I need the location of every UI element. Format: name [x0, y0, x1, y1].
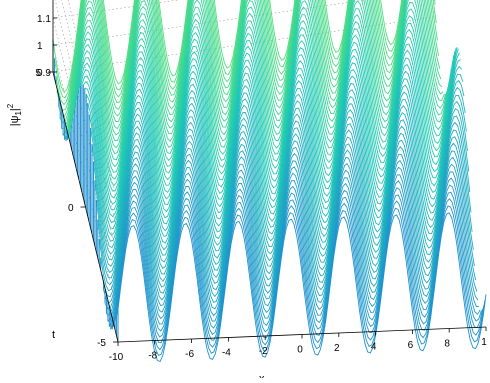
z-tick-label: 0.9 [37, 68, 51, 79]
z-axis-label: |ψ1|2 [6, 103, 23, 126]
surface-line [68, 0, 448, 155]
x-tick-label: 2 [334, 343, 340, 354]
x-tick-label: 1 [481, 337, 487, 348]
surface-line [100, 129, 473, 292]
surface-line [53, 0, 436, 99]
surface-line [72, 2, 451, 174]
surface-line [110, 177, 481, 332]
x-tick-label: 8 [444, 339, 450, 350]
z-tick-label: 1 [37, 41, 43, 52]
x-tick-label: -4 [222, 348, 231, 359]
x-tick-label: -8 [148, 351, 157, 362]
surface-line [85, 59, 461, 230]
surface-line [69, 0, 449, 161]
surface-line [98, 121, 472, 286]
surface-line [106, 156, 478, 316]
t-tick-label: 5 [35, 68, 41, 79]
surface-line [111, 184, 482, 338]
z-tick-label: 1.1 [37, 14, 51, 25]
surface-line [108, 171, 480, 327]
surface-line [91, 86, 466, 255]
surface-line [90, 79, 465, 249]
grid-line [52, 0, 180, 19]
surface-line [55, 0, 437, 106]
t-axis-label: t [52, 329, 55, 341]
surface-line [88, 73, 464, 242]
surface-line [65, 0, 445, 142]
t-tick-label: -5 [97, 338, 106, 349]
surface-line [74, 8, 452, 180]
x-tick-label: -10 [109, 352, 124, 363]
x-tick-label: -2 [259, 346, 268, 357]
surface-line [71, 0, 450, 168]
x-tick-label: 0 [297, 345, 303, 356]
surface-line [75, 15, 453, 187]
x-axis-label: x [259, 373, 265, 378]
surface-line [59, 0, 441, 124]
surface-line [114, 197, 485, 351]
surface-line [52, 0, 403, 93]
x-tick-label: 4 [371, 342, 377, 353]
surface-line [107, 163, 479, 322]
surface-line [56, 0, 438, 111]
surface-line [101, 136, 474, 298]
surface-line [62, 0, 443, 136]
surface-line [77, 22, 455, 192]
surface-line [116, 205, 486, 357]
surface-line [58, 0, 440, 118]
surface-line [64, 0, 444, 140]
grid-line [52, 44, 119, 316]
surface-line [87, 65, 463, 237]
x-tick-label: -6 [185, 349, 194, 360]
surface-line [84, 52, 460, 224]
surface-line [104, 150, 477, 310]
surface-line [103, 142, 475, 305]
surface-curves [52, 0, 487, 363]
x-tick-label: 6 [408, 340, 414, 351]
t-tick-label: 0 [68, 203, 74, 214]
surface-line [113, 191, 483, 344]
surface-line [117, 212, 487, 363]
surface-line [61, 0, 442, 130]
